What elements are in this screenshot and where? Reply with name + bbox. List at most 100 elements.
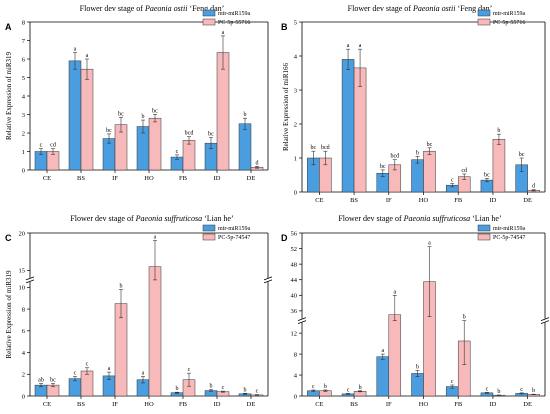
y-tick-label: 8 [22, 306, 25, 313]
significance-label: c [188, 367, 191, 373]
significance-label: a [428, 241, 431, 247]
axis-break-gap [542, 318, 548, 323]
y-tick-label: 4 [294, 53, 298, 60]
legend-swatch [477, 18, 491, 26]
significance-label: a [222, 30, 225, 36]
y-tick-label: 8 [294, 351, 297, 358]
chart-title: Flower dev stage of Paeonia ostii ‘Feng … [348, 4, 493, 13]
bar-pc-5p [492, 139, 506, 193]
y-tick-label: 48 [291, 261, 298, 268]
legend-swatch [202, 233, 216, 241]
panel-letter: C [5, 233, 12, 243]
legend-label: PC-5p-55716 [493, 20, 525, 26]
chart-title: Flower dev stage of Paeonia suffruticosa… [70, 214, 233, 223]
significance-label: b [324, 384, 327, 390]
legend-swatch [202, 18, 216, 26]
y-tick-label: 20 [19, 230, 26, 237]
axis-break-gap [27, 277, 33, 282]
bar-pc-5p [182, 140, 196, 171]
significance-label: d [256, 160, 259, 166]
legend-label: PC-5p-55716 [218, 20, 250, 26]
significance-label: b [244, 387, 247, 393]
y-tick-label: 12 [291, 330, 298, 337]
legend-swatch [477, 233, 491, 241]
bar-pc-5p [148, 117, 162, 171]
y-tick-label: 5 [294, 19, 297, 26]
significance-label: a [86, 53, 89, 59]
significance-label: b [416, 150, 419, 156]
significance-label: c [520, 387, 523, 393]
y-tick-label: 0 [294, 393, 297, 400]
bar-mir159a [238, 123, 252, 171]
axis-break-mark [25, 279, 35, 284]
axis-break-mark [540, 320, 550, 325]
significance-label: c [486, 386, 489, 392]
chart-title: Flower dev stage of Paeonia suffruticosa… [338, 214, 501, 223]
significance-label: c [312, 384, 315, 390]
y-tick-label: 6 [22, 328, 26, 335]
x-tick-label: FB [179, 401, 188, 408]
y-tick-label: 4 [22, 350, 26, 357]
significance-label: cd [461, 168, 467, 174]
significance-label: bc [519, 152, 525, 158]
x-tick-label: ID [214, 401, 221, 408]
y-tick-label: 56 [291, 230, 298, 237]
y-axis-label: Relative Expression of miR319 [5, 51, 13, 140]
x-tick-label: BS [350, 197, 358, 204]
significance-label: b [532, 388, 535, 394]
significance-label: c [86, 362, 89, 368]
significance-label: cd [50, 143, 56, 149]
significance-label: b [142, 114, 145, 120]
axis-break-mark [297, 320, 307, 325]
y-tick-label: 44 [291, 277, 298, 284]
y-tick-label: 6 [22, 56, 26, 63]
title-prefix: Flower dev stage of [80, 4, 145, 13]
y-tick-label: 1 [294, 155, 297, 162]
significance-label: c [74, 370, 77, 376]
title-suffix: ‘Feng dan’ [187, 4, 224, 13]
significance-label: bcd [185, 131, 194, 137]
significance-label: b [210, 384, 213, 390]
x-tick-label: ID [489, 401, 496, 408]
y-tick-label: 15 [19, 268, 26, 275]
panel-letter: D [281, 233, 288, 243]
title-species: Paeonia suffruticosa [403, 214, 470, 223]
x-tick-label: BS [77, 401, 85, 408]
y-tick-label: 36 [291, 308, 298, 315]
legend-label: PC-5p-74547 [218, 235, 250, 241]
bar-pc-5p [80, 370, 94, 397]
y-tick-label: 1 [22, 149, 25, 156]
legend: mtr-miR159a PC-5p-74547 [202, 224, 251, 241]
legend-swatch [477, 9, 491, 17]
chart-title: Flower dev stage of Paeonia ostii ‘Feng … [80, 4, 225, 13]
significance-label: bc [106, 128, 112, 134]
x-tick-label: IF [386, 197, 392, 204]
significance-label: a [142, 370, 145, 376]
significance-label: bcd [321, 145, 330, 151]
significance-label: bc [380, 164, 386, 170]
y-tick-label: 0 [22, 393, 25, 400]
y-tick-label: 3 [294, 87, 297, 94]
x-tick-label: DE [247, 401, 256, 408]
x-tick-label: IF [112, 175, 118, 182]
legend-label: mtr-miR159a [218, 11, 251, 17]
bar-pc-5p [80, 68, 94, 171]
y-tick-label: 4 [294, 372, 298, 379]
y-tick-label: 8 [22, 19, 25, 26]
x-tick-label: CE [43, 401, 51, 408]
axis-break-mark [25, 276, 35, 281]
significance-label: ab [38, 378, 44, 384]
significance-label: bc [50, 378, 56, 384]
x-tick-label: HO [144, 401, 154, 408]
legend-label: mtr-miR159a [493, 11, 526, 17]
y-tick-label: 10 [19, 285, 26, 292]
x-tick-label: ID [489, 197, 496, 204]
significance-label: a [74, 47, 77, 53]
y-tick-label: 0 [294, 189, 297, 196]
significance-label: c [222, 385, 225, 391]
x-tick-label: CE [315, 401, 323, 408]
